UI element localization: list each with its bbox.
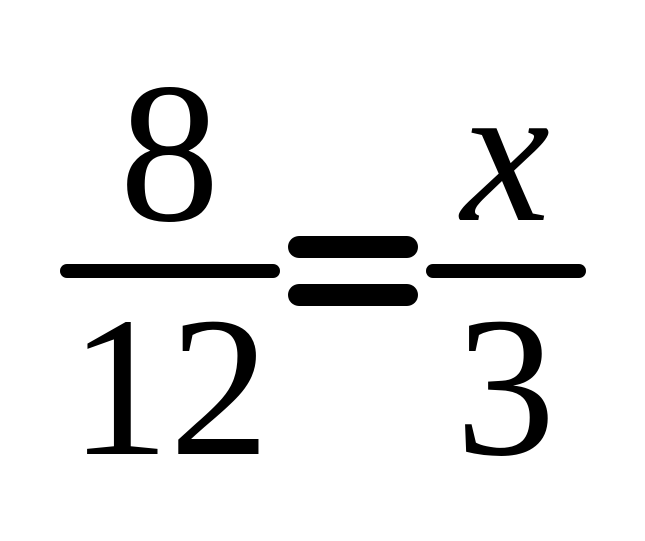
fraction-equation: 8 12 x 3 (60, 54, 586, 488)
right-denominator: 3 (456, 278, 556, 488)
left-numerator: 8 (120, 54, 220, 264)
right-fraction-bar (426, 264, 586, 278)
right-numerator: x (461, 54, 550, 264)
left-fraction: 8 12 (60, 54, 280, 488)
equals-bar-top (288, 236, 418, 258)
equals-bar-bottom (288, 284, 418, 306)
right-fraction: x 3 (426, 54, 586, 488)
equals-sign (288, 236, 418, 306)
left-denominator: 12 (70, 278, 270, 488)
left-fraction-bar (60, 264, 280, 278)
